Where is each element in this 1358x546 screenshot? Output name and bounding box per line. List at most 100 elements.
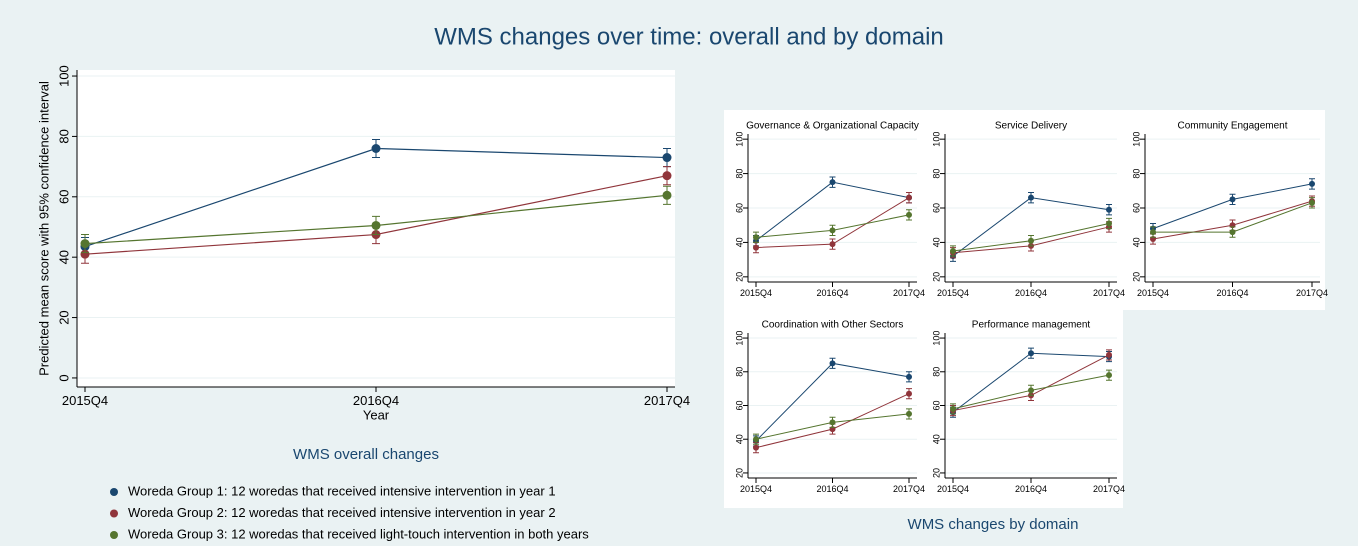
y-axis-label: Predicted mean score with 95% confidence… [36, 81, 51, 376]
x-tick-label: 2017Q4 [644, 393, 690, 408]
data-point [1229, 196, 1236, 203]
data-point [829, 419, 836, 426]
legend-label: Woreda Group 2: 12 woredas that received… [128, 505, 556, 520]
y-tick-label: 40 [1131, 237, 1141, 247]
data-point [906, 373, 912, 380]
data-point [906, 211, 912, 218]
data-point [1309, 199, 1315, 206]
data-point [906, 410, 912, 417]
y-tick-label: 20 [734, 272, 744, 282]
y-tick-label: 100 [57, 65, 72, 87]
legend-marker [110, 531, 118, 539]
data-point [1028, 387, 1034, 394]
data-point [1229, 229, 1236, 236]
chart-caption: WMS overall changes [293, 446, 439, 463]
data-point [1106, 372, 1112, 379]
x-tick-label: 2015Q4 [740, 484, 772, 494]
y-tick-label: 80 [931, 367, 941, 377]
data-point [1028, 350, 1034, 357]
x-tick-label: 2017Q4 [893, 288, 925, 298]
x-tick-label: 2017Q4 [1296, 288, 1328, 298]
data-point [1150, 229, 1156, 236]
legend-marker [110, 488, 118, 496]
data-point [906, 194, 912, 201]
x-tick-label: 2016Q4 [1015, 484, 1047, 494]
data-point [80, 249, 90, 259]
panel-title: Performance management [972, 320, 1091, 331]
y-tick-label: 20 [931, 272, 941, 282]
data-point [1028, 237, 1034, 244]
y-tick-label: 80 [1131, 169, 1141, 179]
y-tick-label: 40 [931, 434, 941, 444]
legend-label: Woreda Group 1: 12 woredas that received… [128, 483, 556, 498]
panel-title: Coordination with Other Sectors [762, 320, 904, 331]
x-tick-label: 2015Q4 [740, 288, 772, 298]
data-point [829, 360, 836, 367]
panel-title: Community Engagement [1177, 121, 1287, 132]
y-tick-label: 80 [734, 367, 744, 377]
y-tick-label: 100 [734, 132, 744, 147]
y-tick-label: 40 [734, 237, 744, 247]
y-tick-label: 20 [734, 468, 744, 478]
data-point [1028, 194, 1034, 201]
x-tick-label: 2015Q4 [937, 484, 969, 494]
data-point [753, 244, 759, 251]
y-tick-label: 80 [734, 169, 744, 179]
x-axis-label: Year [363, 407, 390, 422]
panel-title: Governance & Organizational Capacity [746, 121, 919, 132]
panel-title: Service Delivery [995, 121, 1067, 132]
y-tick-label: 40 [931, 237, 941, 247]
x-tick-label: 2015Q4 [62, 393, 108, 408]
y-tick-label: 80 [931, 169, 941, 179]
y-tick-label: 40 [734, 434, 744, 444]
y-tick-label: 60 [734, 203, 744, 213]
data-point [1106, 206, 1112, 213]
x-tick-label: 2017Q4 [893, 484, 925, 494]
data-point [80, 239, 90, 249]
y-tick-label: 40 [57, 250, 72, 264]
x-tick-label: 2016Q4 [1015, 288, 1047, 298]
data-point [829, 241, 836, 248]
x-tick-label: 2017Q4 [1093, 484, 1125, 494]
data-point [950, 405, 956, 412]
x-tick-label: 2017Q4 [1093, 288, 1125, 298]
data-point [662, 153, 672, 163]
y-tick-label: 20 [1131, 272, 1141, 282]
data-point [371, 220, 381, 230]
data-point [753, 444, 759, 451]
data-point [829, 227, 836, 234]
data-point [1106, 220, 1112, 227]
figure-title: WMS changes over time: overall and by do… [434, 23, 944, 50]
data-point [371, 143, 381, 153]
data-point [662, 171, 672, 181]
data-point [829, 179, 836, 186]
y-tick-label: 60 [57, 190, 72, 204]
y-tick-label: 60 [734, 400, 744, 410]
domain-caption: WMS changes by domain [908, 516, 1079, 533]
data-point [1106, 351, 1112, 358]
y-tick-label: 100 [931, 331, 941, 346]
data-point [1309, 180, 1315, 187]
x-tick-label: 2016Q4 [816, 288, 848, 298]
x-tick-label: 2015Q4 [937, 288, 969, 298]
data-point [950, 248, 956, 255]
y-tick-label: 100 [931, 132, 941, 147]
y-tick-label: 60 [1131, 203, 1141, 213]
y-tick-label: 0 [57, 374, 72, 381]
data-point [906, 390, 912, 397]
y-tick-label: 100 [1131, 132, 1141, 147]
y-tick-label: 100 [734, 331, 744, 346]
legend-label: Woreda Group 3: 12 woredas that received… [128, 526, 589, 541]
x-tick-label: 2016Q4 [1216, 288, 1248, 298]
y-tick-label: 20 [57, 310, 72, 324]
x-tick-label: 2015Q4 [1137, 288, 1169, 298]
y-tick-label: 20 [931, 468, 941, 478]
y-tick-label: 60 [931, 203, 941, 213]
data-point [753, 436, 759, 443]
x-tick-label: 2016Q4 [353, 393, 399, 408]
y-tick-label: 60 [931, 400, 941, 410]
y-tick-label: 80 [57, 129, 72, 143]
data-point [662, 190, 672, 200]
legend-marker [110, 509, 118, 518]
